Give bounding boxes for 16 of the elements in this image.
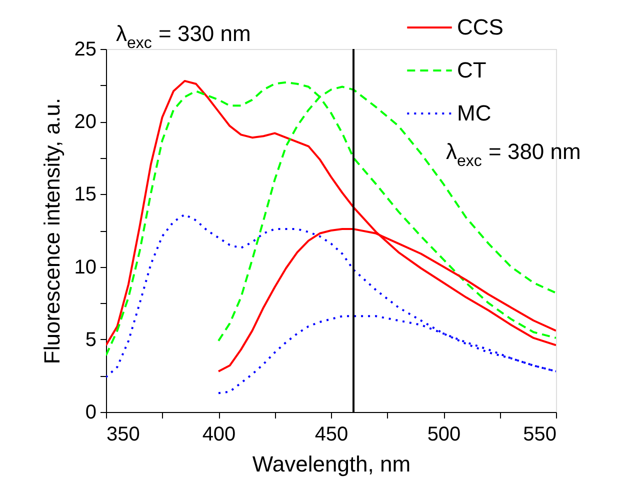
legend-label: CT bbox=[457, 58, 486, 82]
y-axis-title: Fluorescence intensity, a.u. bbox=[39, 98, 64, 364]
x-tick-label: 450 bbox=[314, 424, 348, 446]
x-tick-label: 550 bbox=[523, 424, 556, 446]
legend-label: MC bbox=[457, 100, 492, 126]
x-tick-label: 500 bbox=[427, 424, 461, 446]
x-tick-label: 350 bbox=[106, 424, 140, 446]
y-tick-label: 25 bbox=[74, 38, 96, 60]
x-tick-label: 400 bbox=[202, 424, 236, 446]
y-tick-label: 0 bbox=[85, 402, 96, 424]
x-axis-title: Wavelength, nm bbox=[252, 452, 411, 476]
y-tick-label: 15 bbox=[74, 184, 96, 206]
legend-label: CCS bbox=[457, 14, 504, 40]
y-tick-label: 10 bbox=[74, 256, 96, 278]
y-tick-label: 20 bbox=[74, 111, 96, 134]
y-tick-label: 5 bbox=[85, 328, 96, 351]
